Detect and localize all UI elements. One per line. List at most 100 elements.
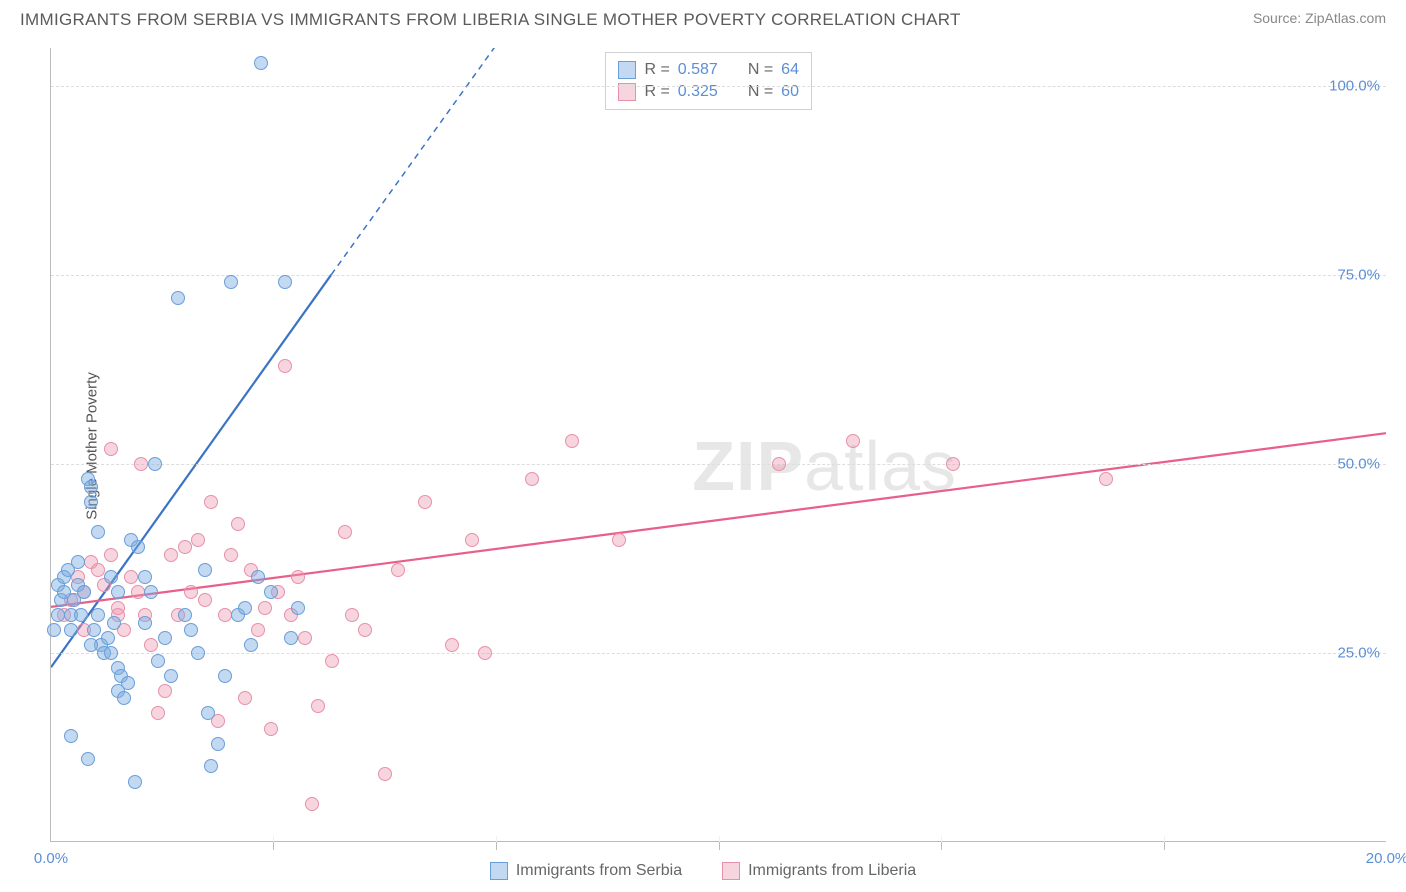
point-series-a bbox=[77, 585, 91, 599]
point-series-a bbox=[74, 608, 88, 622]
point-series-a bbox=[121, 676, 135, 690]
n-value: 64 bbox=[781, 61, 799, 79]
point-series-a bbox=[191, 646, 205, 660]
point-series-a bbox=[104, 646, 118, 660]
point-series-a bbox=[224, 275, 238, 289]
stats-legend: R =0.587N =64R =0.325N =60 bbox=[605, 52, 812, 110]
point-series-a bbox=[117, 691, 131, 705]
point-series-b bbox=[104, 442, 118, 456]
legend-label: Immigrants from Serbia bbox=[516, 862, 682, 880]
point-series-b bbox=[612, 533, 626, 547]
stats-row: R =0.325N =60 bbox=[618, 81, 799, 103]
point-series-a bbox=[264, 585, 278, 599]
point-series-a bbox=[158, 631, 172, 645]
chart-plot-area: ZIPatlas R =0.587N =64R =0.325N =60 25.0… bbox=[50, 48, 1386, 842]
point-series-a bbox=[51, 608, 65, 622]
point-series-b bbox=[391, 563, 405, 577]
point-series-a bbox=[91, 608, 105, 622]
legend-item: Immigrants from Liberia bbox=[722, 862, 916, 880]
point-series-a bbox=[254, 56, 268, 70]
point-series-a bbox=[128, 775, 142, 789]
x-tick-mark bbox=[1164, 836, 1165, 842]
point-series-a bbox=[84, 638, 98, 652]
legend-label: Immigrants from Liberia bbox=[748, 862, 916, 880]
point-series-a bbox=[244, 638, 258, 652]
point-series-b bbox=[358, 623, 372, 637]
point-series-a bbox=[251, 570, 265, 584]
legend-swatch bbox=[618, 61, 636, 79]
chart-title: IMMIGRANTS FROM SERBIA VS IMMIGRANTS FRO… bbox=[20, 10, 961, 30]
legend-swatch bbox=[722, 862, 740, 880]
stats-row: R =0.587N =64 bbox=[618, 59, 799, 81]
point-series-b bbox=[946, 457, 960, 471]
point-series-a bbox=[291, 601, 305, 615]
point-series-b bbox=[325, 654, 339, 668]
point-series-a bbox=[138, 570, 152, 584]
point-series-b bbox=[258, 601, 272, 615]
point-series-a bbox=[64, 729, 78, 743]
x-tick bbox=[719, 842, 720, 850]
n-label: N = bbox=[748, 61, 773, 79]
point-series-b bbox=[338, 525, 352, 539]
point-series-b bbox=[311, 699, 325, 713]
point-series-a bbox=[218, 669, 232, 683]
point-series-a bbox=[148, 457, 162, 471]
point-series-b bbox=[151, 706, 165, 720]
point-series-b bbox=[198, 593, 212, 607]
legend-swatch bbox=[490, 862, 508, 880]
gridline-h bbox=[51, 653, 1386, 654]
point-series-b bbox=[418, 495, 432, 509]
point-series-b bbox=[191, 533, 205, 547]
x-tick bbox=[273, 842, 274, 850]
point-series-b bbox=[345, 608, 359, 622]
point-series-b bbox=[378, 767, 392, 781]
point-series-a bbox=[144, 585, 158, 599]
point-series-b bbox=[144, 638, 158, 652]
point-series-a bbox=[87, 623, 101, 637]
point-series-a bbox=[81, 752, 95, 766]
point-series-b bbox=[204, 495, 218, 509]
point-series-b bbox=[104, 548, 118, 562]
point-series-b bbox=[264, 722, 278, 736]
r-label: R = bbox=[644, 61, 669, 79]
gridline-h bbox=[51, 275, 1386, 276]
point-series-b bbox=[772, 457, 786, 471]
point-series-a bbox=[64, 623, 78, 637]
point-series-b bbox=[224, 548, 238, 562]
legend-item: Immigrants from Serbia bbox=[490, 862, 682, 880]
x-tick-mark bbox=[941, 836, 942, 842]
point-series-b bbox=[131, 585, 145, 599]
y-tick-label: 50.0% bbox=[1337, 455, 1380, 472]
point-series-b bbox=[238, 691, 252, 705]
point-series-b bbox=[846, 434, 860, 448]
point-series-a bbox=[47, 623, 61, 637]
point-series-a bbox=[184, 623, 198, 637]
x-tick-mark bbox=[273, 836, 274, 842]
point-series-b bbox=[478, 646, 492, 660]
point-series-b bbox=[124, 570, 138, 584]
y-tick-label: 100.0% bbox=[1329, 77, 1380, 94]
point-series-a bbox=[164, 669, 178, 683]
point-series-a bbox=[138, 616, 152, 630]
watermark-light: atlas bbox=[804, 427, 957, 505]
point-series-b bbox=[465, 533, 479, 547]
point-series-a bbox=[151, 654, 165, 668]
point-series-b bbox=[251, 623, 265, 637]
point-series-b bbox=[158, 684, 172, 698]
point-series-b bbox=[178, 540, 192, 554]
point-series-a bbox=[278, 275, 292, 289]
trend-lines-layer bbox=[51, 48, 1386, 841]
point-series-a bbox=[91, 525, 105, 539]
point-series-b bbox=[298, 631, 312, 645]
point-series-b bbox=[1099, 472, 1113, 486]
watermark-bold: ZIP bbox=[692, 427, 804, 505]
point-series-a bbox=[111, 585, 125, 599]
point-series-a bbox=[104, 570, 118, 584]
point-series-a bbox=[131, 540, 145, 554]
point-series-b bbox=[445, 638, 459, 652]
gridline-h bbox=[51, 464, 1386, 465]
point-series-b bbox=[218, 608, 232, 622]
point-series-a bbox=[211, 737, 225, 751]
point-series-b bbox=[91, 563, 105, 577]
point-series-b bbox=[184, 585, 198, 599]
